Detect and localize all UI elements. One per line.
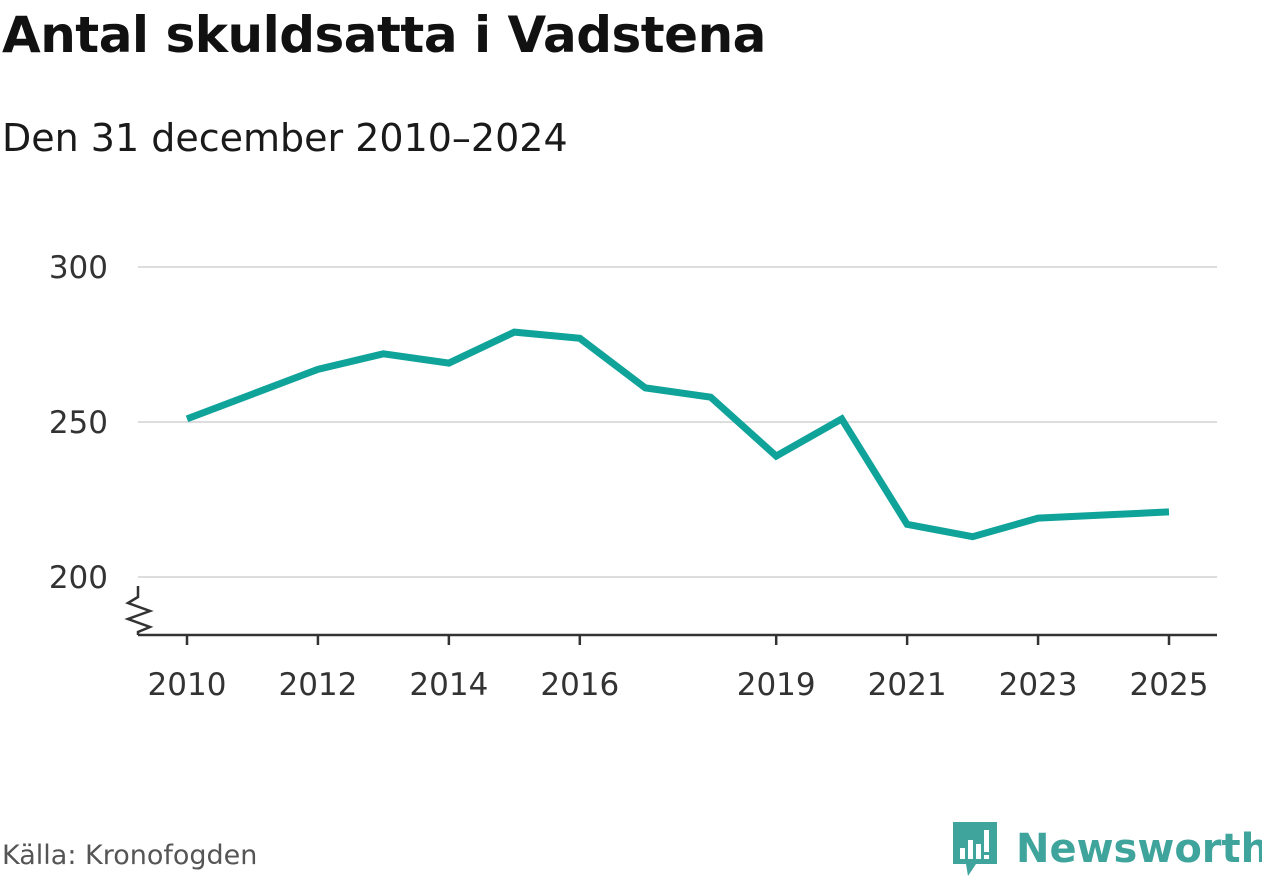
data-point-2021 [904, 521, 911, 528]
data-point-2023 [1035, 515, 1042, 522]
axis-break-icon [124, 586, 154, 635]
source-note: Källa: Kronofogden [2, 840, 258, 871]
data-point-2013 [380, 350, 387, 357]
data-point-2024 [1100, 512, 1107, 519]
data-point-2010 [184, 415, 191, 422]
data-point-2022 [969, 533, 976, 540]
x-tick-label-2021: 2021 [868, 667, 947, 703]
x-tick-label-2025: 2025 [1130, 667, 1209, 703]
chart-subtitle: Den 31 december 2010–2024 [2, 116, 568, 160]
y-tick-label-300: 300 [49, 250, 108, 286]
data-point-2019 [773, 453, 780, 460]
bar-chart-speech-bubble-icon [953, 822, 997, 876]
data-point-2014 [445, 360, 452, 367]
y-tick-label-200: 200 [49, 560, 108, 596]
series-line [185, 328, 1170, 541]
data-point-2012 [314, 366, 321, 373]
data-point-2020 [838, 415, 845, 422]
x-tick-label-2012: 2012 [278, 667, 357, 703]
x-tick-label-2023: 2023 [999, 667, 1078, 703]
x-tick-label-2019: 2019 [737, 667, 816, 703]
data-point-2016 [576, 335, 583, 342]
brand-name: Newsworthy [1016, 826, 1262, 872]
x-tick-label-2014: 2014 [409, 667, 488, 703]
chart-title: Antal skuldsatta i Vadstena [2, 6, 766, 64]
y-tick-label-250: 250 [49, 405, 108, 441]
data-point-2018 [707, 394, 714, 401]
x-tick-label-2016: 2016 [540, 667, 619, 703]
x-tick-label-2010: 2010 [148, 667, 227, 703]
brand-logo: Newsworthy [950, 820, 1262, 878]
data-point-2017 [642, 384, 649, 391]
data-point-2025 [1166, 508, 1173, 515]
data-point-2011 [249, 391, 256, 398]
data-point-2015 [511, 329, 518, 336]
